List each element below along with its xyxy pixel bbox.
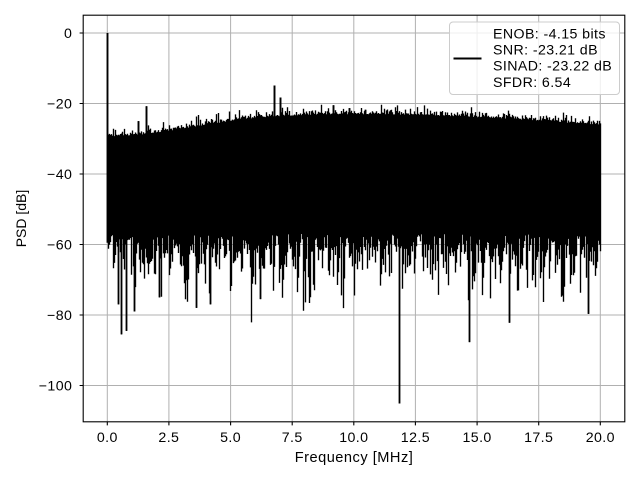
svg-text:Frequency [MHz]: Frequency [MHz] [295, 450, 414, 466]
svg-text:0.0: 0.0 [97, 430, 118, 446]
svg-text:−20: −20 [47, 96, 72, 112]
svg-text:SINAD: -23.22 dB: SINAD: -23.22 dB [493, 59, 612, 75]
svg-text:ENOB: -4.15 bits: ENOB: -4.15 bits [493, 26, 606, 42]
svg-text:12.5: 12.5 [401, 430, 430, 446]
svg-text:SNR: -23.21 dB: SNR: -23.21 dB [493, 43, 598, 59]
svg-text:−40: −40 [47, 167, 72, 183]
svg-text:−100: −100 [39, 378, 73, 394]
svg-text:17.5: 17.5 [524, 430, 553, 446]
svg-text:PSD [dB]: PSD [dB] [13, 190, 29, 248]
svg-text:15.0: 15.0 [462, 430, 491, 446]
svg-text:2.5: 2.5 [158, 430, 179, 446]
svg-text:SFDR: 6.54: SFDR: 6.54 [493, 75, 571, 91]
svg-text:−60: −60 [47, 237, 72, 253]
svg-text:20.0: 20.0 [586, 430, 615, 446]
svg-text:5.0: 5.0 [220, 430, 241, 446]
svg-text:10.0: 10.0 [339, 430, 368, 446]
svg-text:0: 0 [64, 26, 72, 42]
svg-text:7.5: 7.5 [282, 430, 303, 446]
svg-text:−80: −80 [47, 308, 72, 324]
